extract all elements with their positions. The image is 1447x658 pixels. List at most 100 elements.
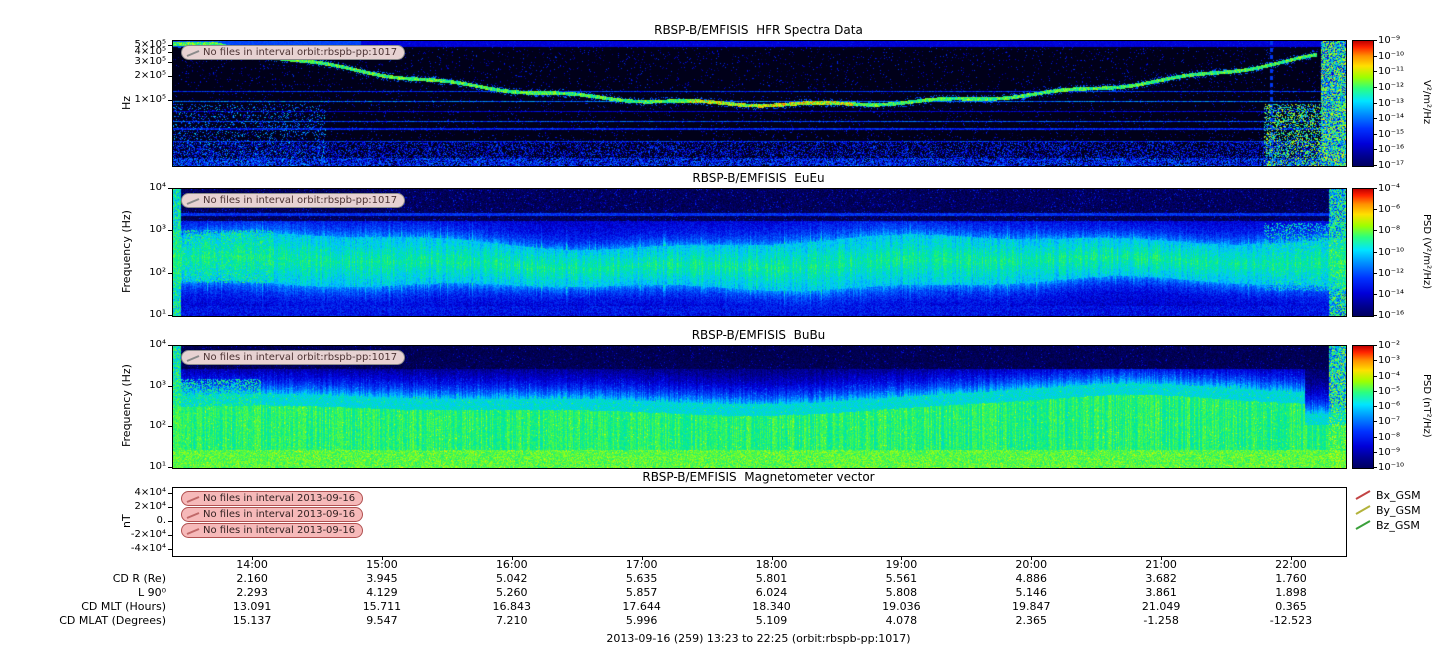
colorbar-tick-mark (1374, 86, 1377, 88)
hfr-spectrogram-plot[interactable]: No files in interval orbit:rbspb-pp:1017 (172, 40, 1347, 167)
y-tick-mark (168, 426, 172, 428)
legend-item: By_GSM (1354, 503, 1421, 517)
y-tick-mark (168, 99, 172, 101)
y-tick-label: 4×10⁴ (134, 486, 166, 498)
table-row-label: CD MLAT (Degrees) (59, 614, 166, 627)
bubu-spectrogram-plot[interactable]: No files in interval orbit:rbspb-pp:1017 (172, 345, 1347, 469)
y-tick-label: 5×10⁵ (134, 38, 166, 50)
colorbar-tick-mark (1374, 251, 1377, 253)
table-cell: 5.801 (755, 572, 788, 585)
no-files-warning: No files in interval 2013-09-16 (181, 507, 364, 522)
slash-icon (186, 49, 200, 57)
y-tick-label: 10⁴ (149, 182, 166, 193)
y-tick-mark (168, 62, 172, 64)
table-cell: 7.210 (496, 614, 528, 627)
table-cell: 0.365 (1275, 600, 1307, 613)
colorbar-tick-mark (1374, 345, 1377, 346)
no-files-warning: No files in interval orbit:rbspb-pp:1017 (181, 193, 406, 208)
y-tick-mark (168, 272, 172, 274)
colorbar-tick-label: 10⁻¹⁰ (1378, 50, 1405, 62)
warning-text: No files in interval orbit:rbspb-pp:1017 (203, 352, 398, 363)
y-axis-label: Frequency (Hz) (120, 364, 133, 448)
colorbar-label: PSD (V²/m²/Hz) (1421, 213, 1432, 290)
table-cell: 5.635 (625, 572, 658, 585)
colorbar-label: PSD (nT²/Hz) (1421, 374, 1432, 438)
table-cell: 5.260 (496, 586, 528, 599)
panel-title: RBSP-B/EMFISIS BuBu (691, 328, 826, 342)
time-tick-label: 14:00 (236, 558, 268, 571)
table-cell: 5.109 (755, 614, 788, 627)
colorbar-tick-label: 10⁻⁵ (1378, 385, 1401, 397)
eueu-spectrogram-canvas (173, 189, 1346, 316)
legend-label: By_GSM (1376, 503, 1421, 517)
colorbar (1352, 40, 1374, 167)
colorbar-tick-label: 10⁻¹¹ (1378, 66, 1405, 78)
table-cell: 3.861 (1145, 586, 1177, 599)
table-cell: 1.760 (1275, 572, 1307, 585)
colorbar-tick-label: 10⁻¹⁴ (1378, 288, 1405, 300)
x-tick-mark (381, 556, 383, 560)
colorbar-tick-label: 10⁻¹⁰ (1378, 462, 1405, 473)
table-cell: 1.898 (1275, 586, 1307, 599)
colorbar-tick-mark (1374, 315, 1377, 316)
y-tick-mark (168, 230, 172, 232)
colorbar-tick-label: 10⁻⁶ (1378, 204, 1401, 216)
y-tick-mark (168, 76, 172, 78)
slash-icon (186, 495, 200, 503)
colorbar-tick-label: 10⁻⁴ (1378, 183, 1401, 194)
legend-line-icon (1355, 490, 1371, 500)
y-tick-label: 10¹ (149, 309, 166, 320)
table-row-label: CD MLT (Hours) (81, 600, 166, 613)
eueu-spectrogram-plot[interactable]: No files in interval orbit:rbspb-pp:1017 (172, 188, 1347, 317)
colorbar-tick-mark (1374, 55, 1377, 57)
table-cell: 4.129 (366, 586, 398, 599)
colorbar-tick-mark (1374, 421, 1377, 423)
colorbar-tick-label: 10⁻⁸ (1378, 225, 1401, 237)
legend-item: Bx_GSM (1354, 488, 1421, 502)
table-cell: 5.857 (625, 586, 658, 599)
table-cell: 19.036 (882, 600, 921, 613)
colorbar-tick-label: 10⁻¹² (1378, 267, 1405, 279)
y-tick-label: 10¹ (149, 461, 166, 472)
table-cell: 16.843 (492, 600, 532, 613)
legend-item: Bz_GSM (1354, 518, 1420, 532)
y-tick-label: 10³ (149, 224, 166, 236)
y-tick-label: 10² (149, 266, 166, 278)
colorbar-tick-mark (1374, 467, 1377, 468)
slash-icon (186, 354, 200, 362)
time-tick-label: 22:00 (1275, 558, 1307, 571)
time-tick-label: 19:00 (885, 558, 918, 571)
time-tick-label: 20:00 (1015, 558, 1048, 571)
colorbar-tick-mark (1374, 165, 1377, 166)
hfr-spectrogram-canvas (173, 41, 1346, 166)
no-files-warning: No files in interval 2013-09-16 (181, 491, 364, 506)
y-tick-mark (168, 44, 172, 46)
colorbar-tick-label: 10⁻⁸ (1378, 431, 1401, 443)
table-cell: 3.682 (1145, 572, 1177, 585)
slash-icon (186, 197, 200, 205)
table-cell: 4.886 (1015, 572, 1047, 585)
legend-label: Bz_GSM (1376, 518, 1420, 532)
y-tick-mark (168, 315, 172, 316)
colorbar-tick-label: 10⁻¹⁷ (1378, 160, 1405, 171)
y-tick-mark (168, 52, 172, 54)
magnetometer-plot[interactable]: No files in interval 2013-09-16 No files… (172, 487, 1347, 557)
colorbar-label: V²/m²/Hz (1421, 80, 1432, 125)
colorbar-tick-label: 10⁻¹³ (1378, 97, 1405, 109)
colorbar-tick-mark (1374, 102, 1377, 104)
y-tick-label: 10⁴ (149, 339, 166, 350)
y-axis-label: Frequency (Hz) (120, 210, 133, 293)
warning-text: No files in interval orbit:rbspb-pp:1017 (203, 47, 398, 58)
y-tick-mark (168, 506, 172, 508)
colorbar-tick-label: 10⁻⁶ (1378, 401, 1401, 412)
x-tick-mark (252, 556, 254, 560)
colorbar-tick-mark (1374, 133, 1377, 135)
colorbar-tick-mark (1374, 360, 1377, 362)
legend-line-icon (1355, 505, 1371, 515)
colorbar-tick-mark (1374, 293, 1377, 295)
y-tick-label: 4×10⁵ (134, 46, 166, 58)
table-cell: 3.945 (366, 572, 398, 585)
x-tick-mark (1161, 556, 1163, 560)
colorbar-tick-label: 10⁻⁴ (1378, 370, 1401, 382)
